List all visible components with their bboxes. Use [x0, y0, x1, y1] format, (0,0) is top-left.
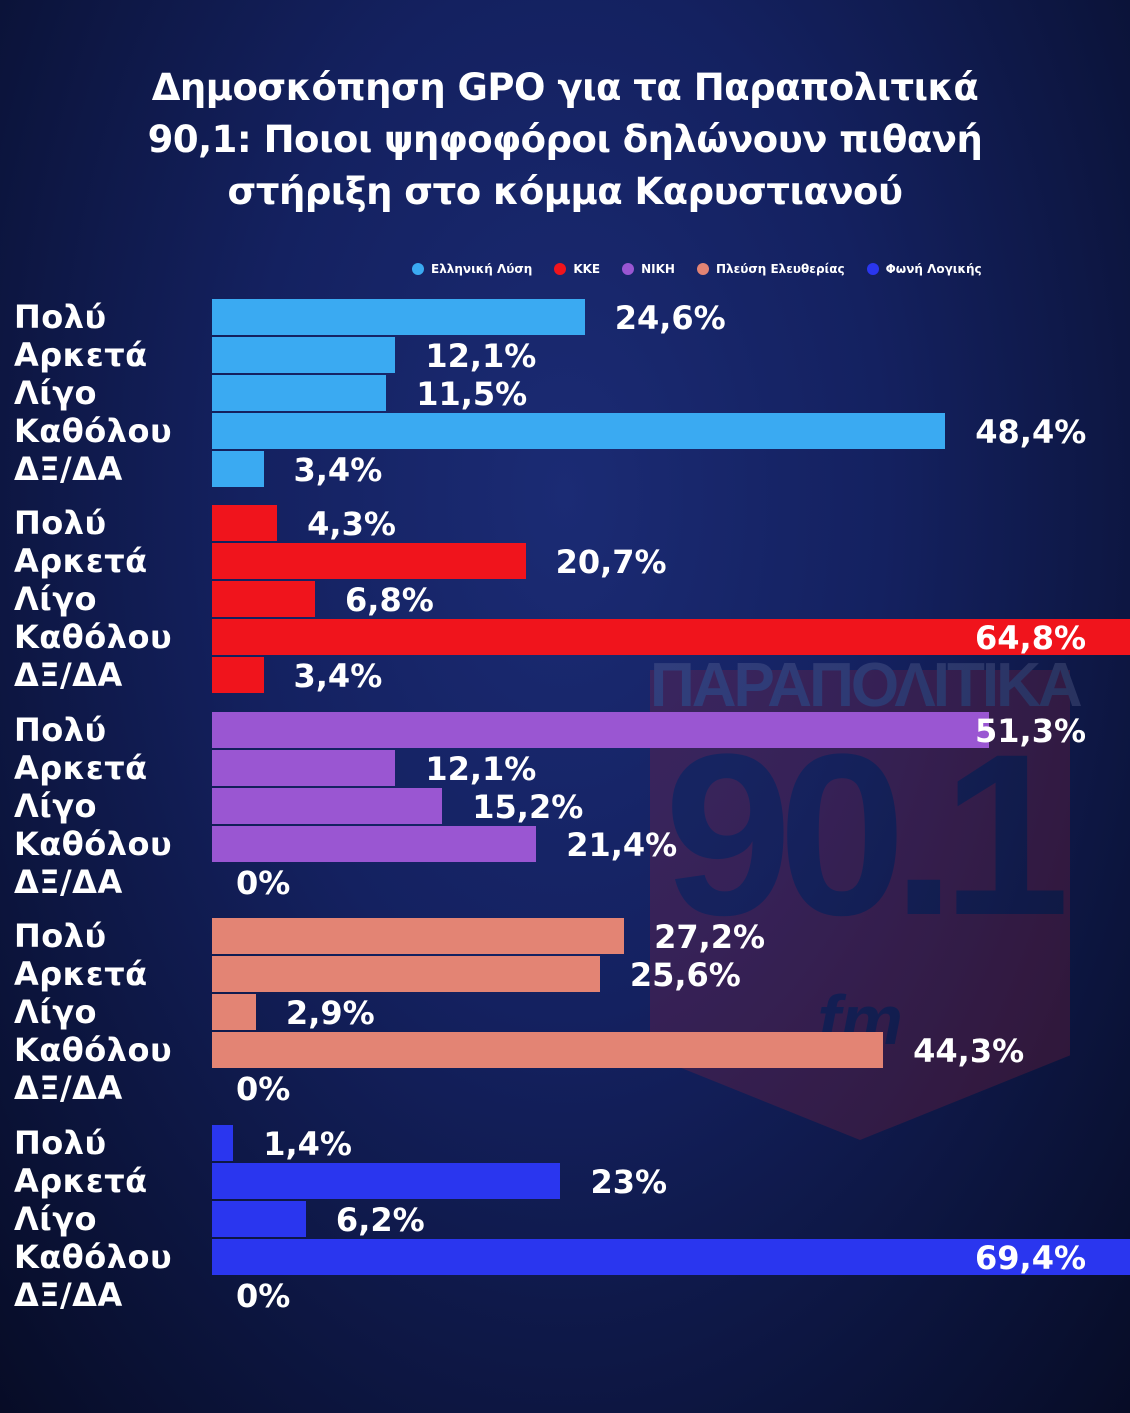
value-label: 0%: [236, 1277, 291, 1315]
bar: [212, 1125, 234, 1161]
value-label: 27,2%: [654, 918, 766, 956]
category-label: Πολύ: [14, 917, 107, 955]
bar: [212, 750, 396, 786]
bar: [212, 375, 387, 411]
value-label: 6,8%: [345, 581, 434, 619]
bar: [212, 581, 316, 617]
category-label: Πολύ: [14, 298, 107, 336]
title-line-1: Δημοσκόπηση GPO για τα Παραπολιτικά: [151, 66, 979, 109]
bar: [212, 337, 396, 373]
value-label: 12,1%: [425, 750, 537, 788]
category-label: Καθόλου: [14, 1031, 173, 1069]
value-label: 48,4%: [975, 413, 1087, 451]
value-label: 3,4%: [293, 657, 383, 695]
bar: [212, 543, 526, 579]
bar: [212, 956, 600, 992]
legend-item: ΝΙΚΗ: [622, 262, 675, 276]
value-label: 69,4%: [975, 1239, 1087, 1277]
category-label: Καθόλου: [14, 412, 173, 450]
bar: [212, 1032, 884, 1068]
category-label: Πολύ: [14, 711, 107, 749]
value-label: 6,2%: [335, 1201, 425, 1239]
value-label: 11,5%: [416, 375, 528, 413]
value-label: 24,6%: [614, 299, 726, 337]
legend-swatch: [866, 263, 879, 275]
value-label: 0%: [236, 864, 291, 902]
category-label: Καθόλου: [14, 1238, 173, 1276]
legend-label: Φωνή Λογικής: [885, 262, 982, 276]
bar: [212, 619, 1130, 655]
category-label: Λίγο: [14, 787, 98, 825]
category-label: Καθόλου: [14, 618, 173, 656]
bar: [212, 918, 625, 954]
legend-label: Πλεύση Ελευθερίας: [715, 262, 845, 276]
category-label: Λίγο: [14, 993, 98, 1031]
value-label: 23%: [590, 1163, 668, 1201]
category-label: ΔΞ/ΔΑ: [14, 1276, 123, 1314]
category-label: Καθόλου: [14, 825, 173, 863]
legend-label: Ελληνική Λύση: [431, 262, 533, 276]
bar: [212, 1163, 561, 1199]
legend-label: ΚΚΕ: [573, 262, 601, 276]
value-label: 12,1%: [425, 337, 537, 375]
legend-item: Πλεύση Ελευθερίας: [696, 262, 845, 276]
category-label: Πολύ: [14, 1124, 107, 1162]
category-label: ΔΞ/ΔΑ: [14, 1069, 123, 1107]
legend-swatch: [622, 263, 635, 275]
value-label: 3,4%: [293, 451, 383, 489]
category-label: Λίγο: [14, 1200, 98, 1238]
category-label: ΔΞ/ΔΑ: [14, 656, 123, 694]
category-label: Αρκετά: [14, 1162, 148, 1200]
category-label: Αρκετά: [14, 336, 148, 374]
bar: [212, 299, 585, 335]
legend-item: Ελληνική Λύση: [412, 262, 532, 276]
value-label: 44,3%: [913, 1032, 1025, 1070]
value-label: 25,6%: [629, 956, 741, 994]
chart-title: Δημοσκόπηση GPO για τα Παραπολιτικά 90,1…: [0, 62, 1130, 217]
value-label: 1,4%: [263, 1125, 352, 1163]
bar: [212, 413, 946, 449]
bar: [212, 712, 990, 748]
bar: [212, 1239, 1130, 1275]
category-label: Αρκετά: [14, 749, 148, 787]
legend-label: ΝΙΚΗ: [641, 262, 675, 276]
value-label: 0%: [236, 1070, 291, 1108]
category-label: Αρκετά: [14, 542, 148, 580]
bar: [212, 1201, 306, 1237]
legend-swatch: [412, 263, 424, 275]
bar: [212, 994, 256, 1030]
value-label: 51,3%: [975, 712, 1087, 750]
bar: [212, 505, 278, 541]
chart-legend: Ελληνική Λύση ΚΚΕ ΝΙΚΗ Πλεύση Ελευθερίας Φων…: [412, 262, 1112, 276]
bar: [212, 451, 264, 487]
legend-swatch: [554, 263, 567, 275]
category-label: Λίγο: [14, 374, 98, 412]
title-line-3: στήριξη στο κόμμα Καρυστιανού: [227, 169, 903, 213]
category-label: Πολύ: [14, 504, 107, 542]
value-label: 4,3%: [307, 505, 396, 543]
title-line-2: 90,1: Ποιοι ψηφοφόροι δηλώνουν πιθανή: [147, 117, 983, 161]
value-label: 2,9%: [285, 994, 375, 1032]
category-label: ΔΞ/ΔΑ: [14, 863, 123, 901]
legend-swatch: [696, 263, 709, 275]
value-label: 15,2%: [472, 788, 584, 826]
bar: [212, 657, 264, 693]
bar: [212, 788, 443, 824]
category-label: ΔΞ/ΔΑ: [14, 450, 123, 488]
value-label: 21,4%: [566, 826, 678, 864]
legend-item: ΚΚΕ: [554, 262, 600, 276]
category-label: Λίγο: [14, 580, 98, 618]
category-label: Αρκετά: [14, 955, 148, 993]
legend-item: Φωνή Λογικής: [866, 262, 982, 276]
bar: [212, 826, 537, 862]
value-label: 64,8%: [975, 619, 1087, 657]
value-label: 20,7%: [555, 543, 667, 581]
